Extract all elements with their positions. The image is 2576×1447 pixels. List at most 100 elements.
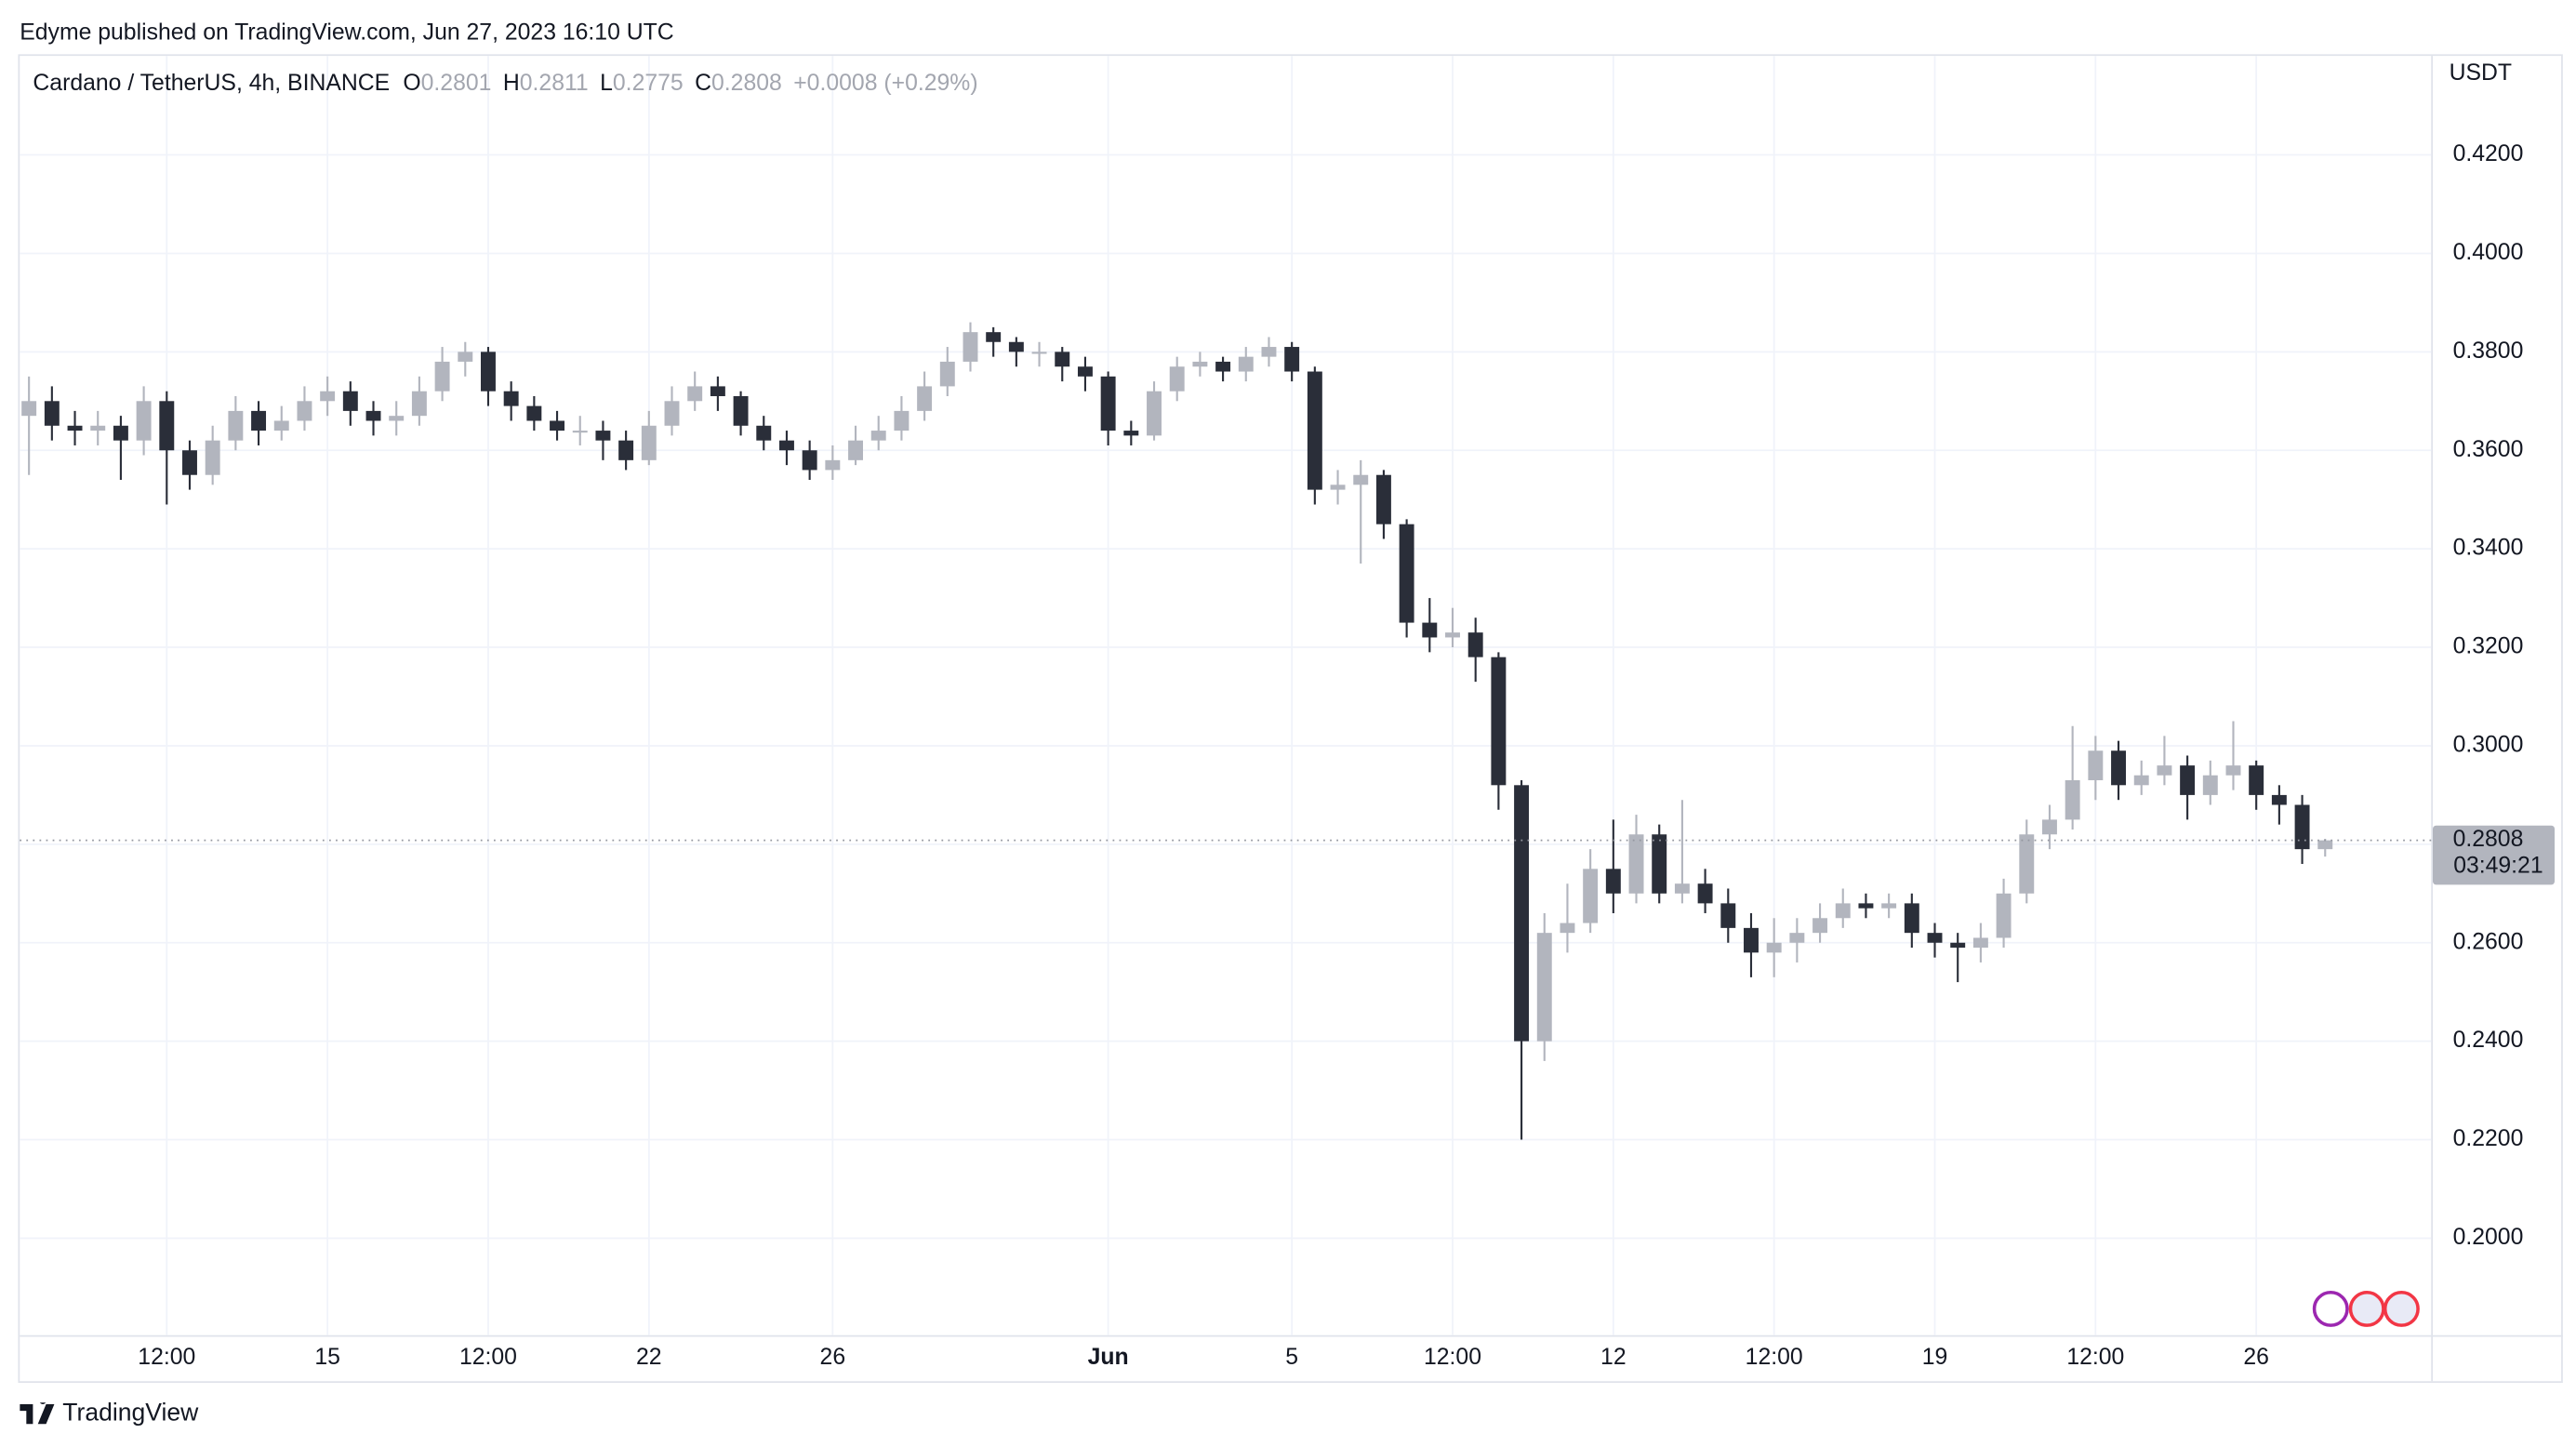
candle-body [618, 440, 634, 460]
candle-body [641, 425, 657, 460]
last-price-label: 0.2808 [2453, 827, 2524, 852]
candle-body [1536, 933, 1552, 1042]
grid [20, 56, 2432, 1335]
candle-body [1169, 366, 1185, 392]
candle-body [481, 352, 496, 392]
published: Edyme published on TradingView.com, Jun … [20, 18, 674, 45]
candle-body [1858, 903, 1874, 909]
x-tick-label: 12:00 [1746, 1345, 1803, 1370]
ohlc-value: 0.2811 [519, 69, 589, 96]
x-tick-label: 12:00 [138, 1345, 195, 1370]
candle-body [1904, 903, 1919, 934]
candle-body [2019, 834, 2035, 894]
candle-body [1514, 785, 1530, 1042]
candle-body [205, 440, 220, 475]
x-tick-label: 12:00 [1424, 1345, 1481, 1370]
candle-body [1100, 376, 1116, 431]
candle-body [1055, 352, 1070, 367]
candle-body [1284, 347, 1300, 372]
x-tick-label: 22 [636, 1345, 662, 1370]
candle-body [389, 416, 405, 421]
y-tick-label: 0.3200 [2453, 634, 2524, 659]
candle-body [1789, 933, 1805, 943]
candle-body [1123, 431, 1139, 436]
candle-body [963, 332, 978, 362]
candle-body [894, 410, 910, 431]
candle-body [1996, 893, 2012, 938]
candle-body [1399, 524, 1414, 623]
candle-body [2133, 775, 2149, 786]
y-tick-label: 0.3800 [2453, 339, 2524, 364]
last-price-box [2433, 825, 2555, 885]
candle-body [917, 386, 933, 411]
ohlc-value: 0.2775 [612, 69, 684, 96]
ohlc-key: L [600, 69, 613, 96]
frame [18, 54, 2563, 1384]
symbol: Cardano / TetherUS, 4h, BINANCE [33, 69, 391, 96]
candle-body [2271, 794, 2287, 805]
x-tick-label: 12:00 [2066, 1345, 2124, 1370]
candle-body [1467, 632, 1483, 657]
candle-body [1147, 391, 1162, 436]
candle-body [1835, 903, 1851, 919]
candle-body [1927, 933, 1943, 943]
candle-body [1972, 937, 1988, 949]
candle-body [2249, 765, 2264, 795]
candle-body [1652, 834, 1667, 894]
candle-body [2088, 750, 2104, 781]
candle-body [113, 425, 128, 441]
candle-body [90, 425, 106, 431]
candle-body [320, 391, 336, 402]
candle-body [848, 440, 863, 460]
candle-body [1812, 918, 1828, 934]
ohlc-key: H [502, 69, 520, 96]
candle-body [251, 410, 267, 431]
candle-body [434, 361, 450, 392]
x-tick-label: 12:00 [459, 1345, 517, 1370]
candle-body [2180, 765, 2196, 795]
candle-body [1422, 622, 1438, 638]
y-tick-label: 0.3000 [2453, 733, 2524, 758]
candle-body [1583, 869, 1599, 923]
x-tick-label: Jun [1088, 1345, 1129, 1370]
candle-body [2157, 765, 2172, 776]
y-tick-label: 0.4200 [2453, 141, 2524, 166]
candle-body [44, 401, 60, 426]
candle-body [21, 401, 37, 417]
ohlc-key: O [403, 69, 421, 96]
candle-body [182, 450, 197, 475]
brand-logo[interactable]: TradingView [20, 1400, 198, 1427]
candle-body [2065, 780, 2080, 820]
candle-body [687, 386, 703, 402]
candle-body [756, 425, 772, 441]
candle-body [710, 386, 725, 397]
candle-body [825, 459, 841, 471]
legend-line: Cardano / TetherUS, 4h, BINANCE O 0.2801 H… [33, 69, 977, 95]
candle-body [1031, 352, 1047, 354]
y-tick-label: 0.3400 [2453, 536, 2524, 561]
candle-body [228, 410, 244, 441]
countdown: 03:49:21 [2453, 853, 2543, 878]
candle-body [1307, 371, 1322, 490]
x-tick-label: 26 [2243, 1345, 2269, 1370]
ohlc-key: C [695, 69, 712, 96]
candle-body [503, 391, 519, 406]
candle-body [595, 431, 611, 441]
candle-body [458, 352, 473, 362]
candle-body [2225, 765, 2241, 776]
candle-body [1353, 474, 1369, 485]
change: +0.0008 (+0.29%) [793, 69, 978, 96]
candle-body [411, 391, 427, 417]
candle-body [526, 405, 542, 421]
candle-body [159, 401, 175, 451]
x-tick-label: 15 [314, 1345, 340, 1370]
candle-body [1008, 341, 1024, 352]
ohlc-value: 0.2801 [420, 69, 492, 96]
candle-body [2294, 804, 2310, 850]
candle-body [1605, 869, 1621, 894]
candle-body [1215, 361, 1231, 372]
candle-body [802, 450, 817, 471]
candle-body [365, 410, 381, 421]
candle-body [273, 420, 289, 431]
